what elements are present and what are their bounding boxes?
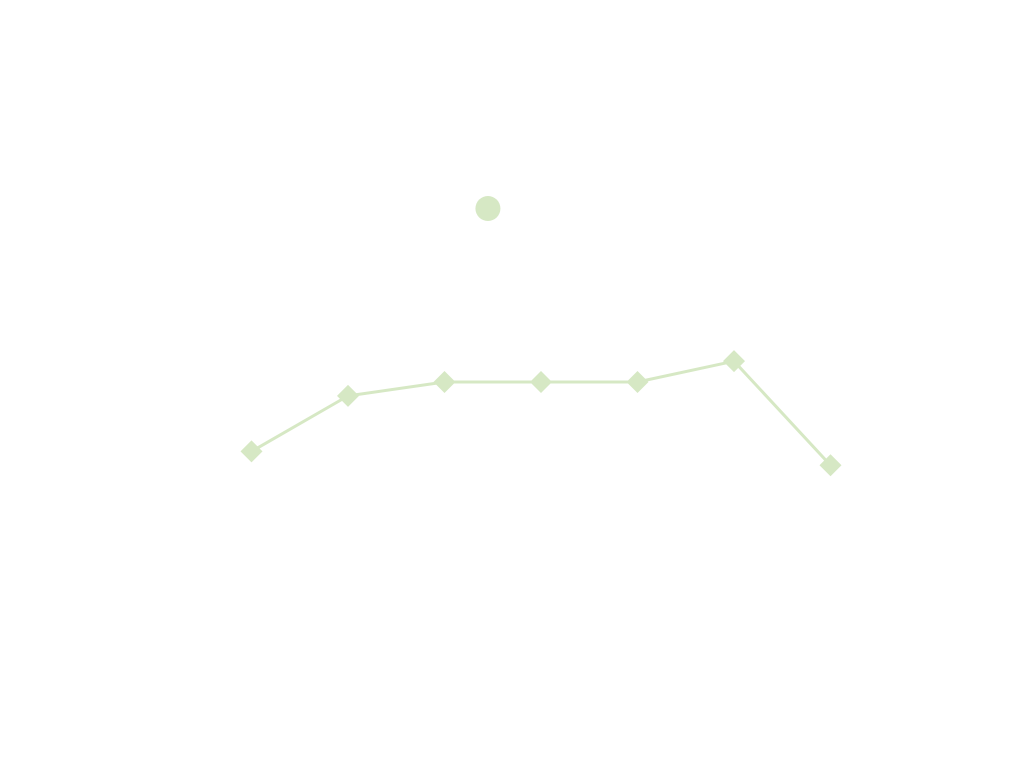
data-point-0-6 bbox=[819, 454, 842, 477]
data-point-0-2 bbox=[433, 371, 456, 393]
marker-layer bbox=[240, 350, 842, 477]
data-point-0-0 bbox=[240, 440, 263, 463]
data-point-0-1 bbox=[337, 384, 359, 407]
data-point-0-5 bbox=[723, 350, 745, 373]
annotation-layer bbox=[475, 196, 501, 221]
data-point-0-3 bbox=[530, 371, 552, 393]
data-point-0-4 bbox=[626, 371, 649, 393]
annotation-dot-0 bbox=[475, 196, 501, 221]
